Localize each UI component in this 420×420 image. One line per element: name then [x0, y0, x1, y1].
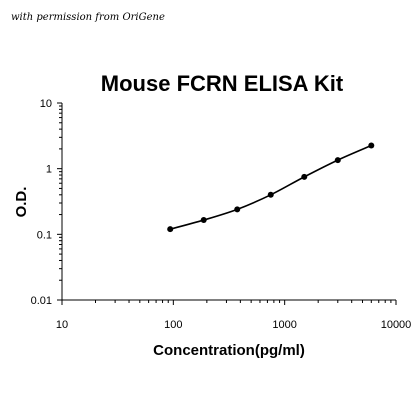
fit-line [170, 144, 372, 230]
axes [61, 103, 396, 301]
y-tick-label: 10 [40, 98, 52, 110]
y-axis-label: O.D. [13, 187, 30, 218]
data-point [301, 173, 308, 180]
data-point [234, 206, 241, 213]
chart-title: Mouse FCRN ELISA Kit [101, 71, 344, 96]
tick-labels: 0.01 0.1 1 10 10 100 1000 10000 [31, 98, 412, 331]
data-point [368, 142, 375, 149]
x-tick-label: 1000 [272, 319, 296, 331]
x-tick-label: 100 [164, 319, 182, 331]
x-tick-label: 10000 [381, 319, 412, 331]
y-tick-label: 0.1 [37, 229, 52, 241]
ticks [57, 102, 397, 305]
data-point [167, 226, 174, 233]
data-point [200, 217, 207, 224]
x-tick-label: 10 [56, 319, 68, 331]
credit-text: with permission from OriGene [11, 12, 165, 23]
data-points [167, 142, 375, 233]
data-point [334, 157, 341, 164]
x-axis-label: Concentration(pg/ml) [153, 342, 305, 359]
y-tick-label: 1 [46, 164, 52, 176]
data-point [267, 191, 274, 198]
y-tick-label: 0.01 [31, 295, 52, 307]
